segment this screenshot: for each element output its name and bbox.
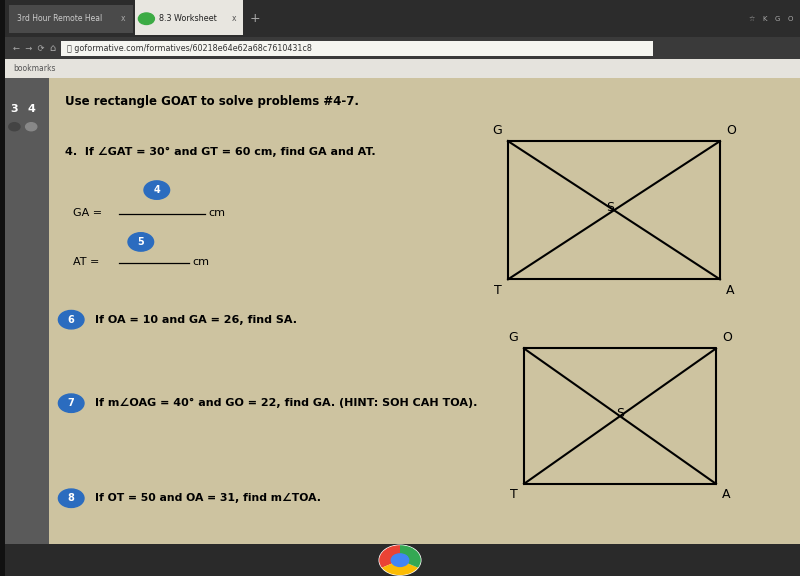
Text: O: O <box>726 124 736 137</box>
Bar <box>5 37 800 59</box>
Text: G: G <box>775 16 780 22</box>
Text: 3rd Hour Remote Heal: 3rd Hour Remote Heal <box>17 14 102 23</box>
Text: 7: 7 <box>68 398 74 408</box>
Circle shape <box>138 13 154 25</box>
Text: 4: 4 <box>27 104 35 115</box>
Text: T: T <box>494 283 502 297</box>
Text: 8.3 Worksheet: 8.3 Worksheet <box>159 14 217 23</box>
Bar <box>0 544 800 576</box>
Bar <box>5 59 800 78</box>
Wedge shape <box>400 545 421 568</box>
Text: 8: 8 <box>68 493 74 503</box>
Text: K: K <box>762 16 767 22</box>
Text: AT =: AT = <box>73 257 99 267</box>
Text: A: A <box>726 283 734 297</box>
Text: ☆: ☆ <box>749 16 755 22</box>
Text: If OT = 50 and OA = 31, find m∠TOA.: If OT = 50 and OA = 31, find m∠TOA. <box>95 493 321 503</box>
Text: bookmarks: bookmarks <box>13 64 55 73</box>
Circle shape <box>128 233 154 251</box>
Text: ←  →  ⟳: ← → ⟳ <box>13 44 44 53</box>
Text: If m∠OAG = 40° and GO = 22, find GA. (HINT: SOH CAH TOA).: If m∠OAG = 40° and GO = 22, find GA. (HI… <box>95 398 478 408</box>
Text: 4.  If ∠GAT = 30° and GT = 60 cm, find GA and AT.: 4. If ∠GAT = 30° and GT = 60 cm, find GA… <box>65 147 375 157</box>
Circle shape <box>58 489 84 507</box>
Text: Use rectangle GOAT to solve problems #4-7.: Use rectangle GOAT to solve problems #4-… <box>65 95 358 108</box>
Text: G: G <box>509 331 518 344</box>
Circle shape <box>391 554 409 566</box>
Bar <box>0 0 5 576</box>
Circle shape <box>58 394 84 412</box>
Circle shape <box>9 123 20 131</box>
Text: S: S <box>606 201 614 214</box>
Text: T: T <box>510 488 518 501</box>
Text: 6: 6 <box>68 314 74 325</box>
Text: A: A <box>722 488 730 501</box>
Text: +: + <box>250 12 261 25</box>
Text: GA =: GA = <box>73 208 102 218</box>
Circle shape <box>379 545 421 575</box>
Circle shape <box>26 123 37 131</box>
Bar <box>61 41 653 56</box>
Text: cm: cm <box>209 208 226 218</box>
Circle shape <box>144 181 170 199</box>
Text: ⌂: ⌂ <box>49 43 55 54</box>
Text: x: x <box>231 14 236 23</box>
Circle shape <box>58 310 84 329</box>
Wedge shape <box>379 545 400 568</box>
Text: 5: 5 <box>138 237 144 247</box>
Text: 🔒 goformative.com/formatives/60218e64e62a68c7610431c8: 🔒 goformative.com/formatives/60218e64e62… <box>67 44 312 53</box>
Text: x: x <box>121 14 126 23</box>
Text: O: O <box>722 331 732 344</box>
Text: 4: 4 <box>154 185 160 195</box>
Bar <box>9 5 133 33</box>
Bar <box>135 0 243 35</box>
Text: G: G <box>493 124 502 137</box>
Wedge shape <box>382 560 418 575</box>
Text: 3: 3 <box>10 104 18 115</box>
Text: O: O <box>788 16 793 22</box>
Bar <box>5 78 49 576</box>
Text: cm: cm <box>193 257 210 267</box>
Text: S: S <box>616 407 624 420</box>
Bar <box>5 0 800 37</box>
Text: If OA = 10 and GA = 26, find SA.: If OA = 10 and GA = 26, find SA. <box>95 314 298 325</box>
